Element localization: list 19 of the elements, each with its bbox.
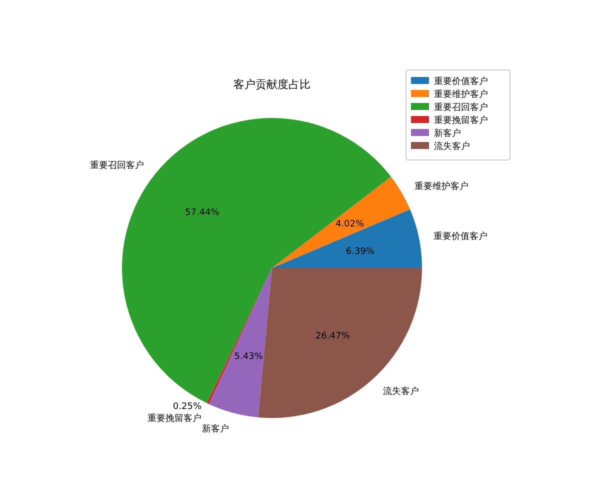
data-label: 0.25% bbox=[172, 402, 202, 412]
slice-label: 重要维护客户 bbox=[414, 180, 469, 192]
data-label: 26.47% bbox=[315, 332, 350, 342]
legend-label: 重要价值客户 bbox=[434, 76, 488, 87]
slice-label: 重要召回客户 bbox=[90, 160, 144, 171]
slice-label: 新客户 bbox=[202, 423, 230, 434]
legend-label: 重要召回客户 bbox=[434, 102, 488, 113]
data-label: 4.02% bbox=[335, 220, 364, 230]
data-label: 5.43% bbox=[234, 352, 264, 362]
legend-label: 重要挽留客户 bbox=[434, 115, 488, 126]
data-label: 6.39% bbox=[346, 247, 375, 258]
slice-label: 流失客户 bbox=[383, 386, 420, 397]
data-label: 57.44% bbox=[185, 208, 220, 218]
legend-label: 新客户 bbox=[434, 128, 461, 139]
text: 客户贡献度占比 bbox=[234, 78, 310, 91]
slice-label: 重要挽留客户 bbox=[148, 413, 202, 424]
legend-label: 流失客户 bbox=[434, 141, 470, 152]
legend-label: 重要维护客户 bbox=[434, 89, 488, 100]
slice-label: 重要价值客户 bbox=[434, 231, 488, 242]
